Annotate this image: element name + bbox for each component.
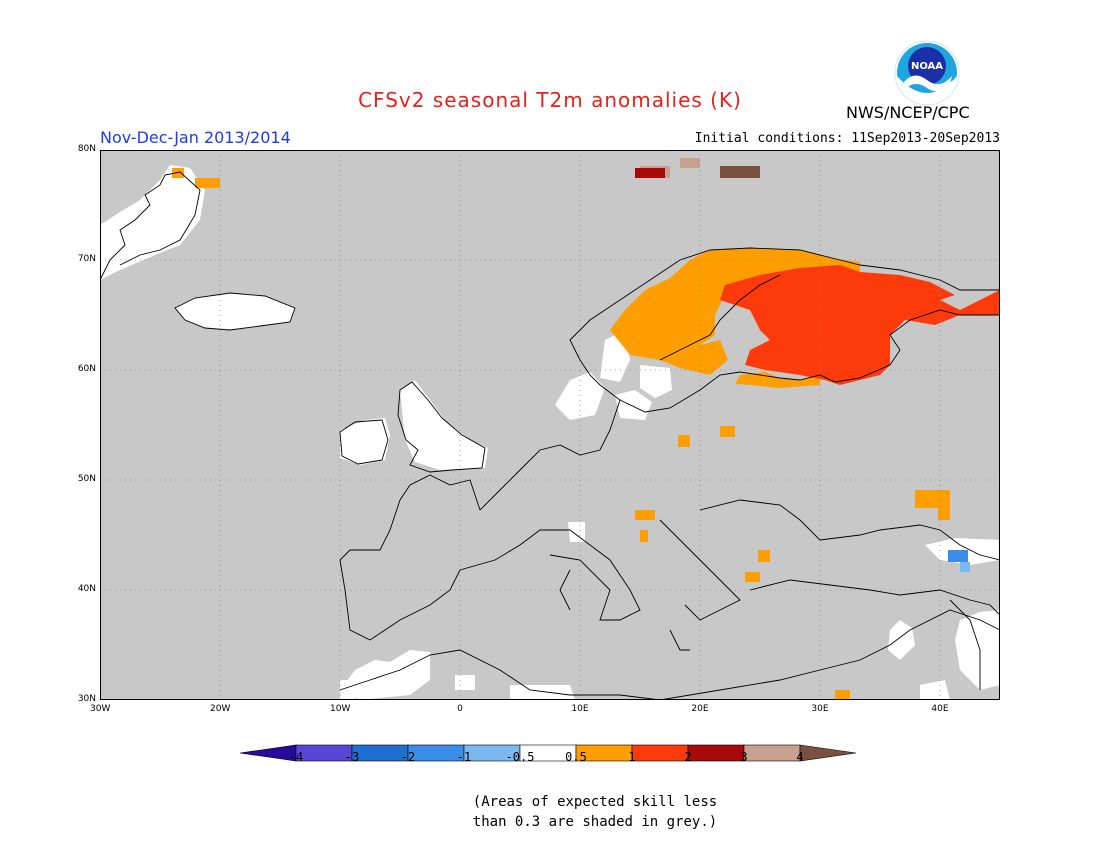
- gridlines: [100, 150, 1000, 700]
- colorbar-segment: [799, 744, 857, 762]
- skill-note: (Areas of expected skill less than 0.3 a…: [0, 792, 1100, 832]
- colorbar-label: -3: [344, 750, 360, 764]
- lon-tick-label: 30E: [811, 704, 829, 714]
- chart-title: CFSv2 seasonal T2m anomalies (K): [358, 88, 742, 112]
- noaa-logo: NOAA: [894, 40, 960, 106]
- lon-tick-label: 0: [457, 704, 463, 714]
- lon-tick-label: 30W: [90, 704, 111, 714]
- colorbar-label: 2: [684, 750, 692, 764]
- coastlines: [100, 171, 1000, 700]
- lat-tick-label: 80N: [77, 144, 96, 154]
- agency-label: NWS/NCEP/CPC: [846, 103, 970, 122]
- lon-tick-label: 10W: [330, 704, 351, 714]
- colorbar-label: -4: [288, 750, 304, 764]
- lat-tick-label: 40N: [77, 584, 96, 594]
- forecast-period: Nov-Dec-Jan 2013/2014: [100, 128, 291, 147]
- lon-tick-label: 20W: [210, 704, 231, 714]
- lat-tick-label: 60N: [77, 364, 96, 374]
- colorbar-label: 3: [740, 750, 748, 764]
- anomaly-map: [100, 150, 1000, 700]
- lat-tick-label: 50N: [77, 474, 96, 484]
- colorbar-label: -0.5: [505, 750, 535, 764]
- lat-tick-label: 30N: [77, 694, 96, 704]
- colorbar-label: -1: [456, 750, 472, 764]
- initial-conditions: Initial conditions: 11Sep2013-20Sep2013: [694, 131, 1000, 146]
- skill-note-line2: than 0.3 are shaded in grey.): [472, 814, 718, 830]
- svg-text:NOAA: NOAA: [911, 61, 943, 72]
- anomaly-negative-regions: [948, 550, 970, 572]
- lat-tick-label: 70N: [77, 254, 96, 264]
- colorbar-label: 4: [796, 750, 804, 764]
- colorbar-label: -2: [400, 750, 416, 764]
- lon-tick-label: 40E: [931, 704, 949, 714]
- map-background: [100, 150, 1000, 700]
- anomaly-1-2-regions: [720, 265, 1000, 385]
- colorbar-label: 1: [628, 750, 636, 764]
- lon-tick-label: 10E: [571, 704, 589, 714]
- lon-tick-label: 20E: [691, 704, 709, 714]
- colorbar: [240, 744, 857, 762]
- skill-note-line1: (Areas of expected skill less: [472, 794, 718, 810]
- anomaly-high-regions: [635, 158, 760, 178]
- colorbar-label: 0.5: [565, 750, 587, 764]
